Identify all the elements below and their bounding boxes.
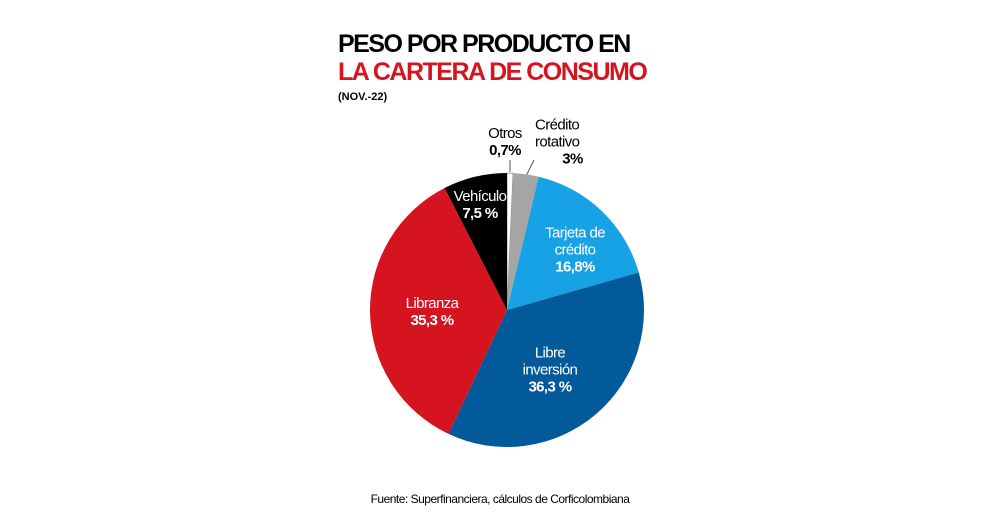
slice-label: Tarjeta de crédito 16,8% [533, 225, 618, 276]
slice-label: Otros 0,7% [475, 125, 535, 159]
pie-slice [506, 172, 514, 311]
value-label: 0,7% [489, 142, 521, 159]
slice-label: Vehículo 7,5 % [435, 188, 525, 222]
category-label: Tarjeta de crédito [545, 224, 605, 259]
category-label: Libre inversión [522, 344, 578, 379]
chart-subtitle: (NOV.-22) [338, 91, 388, 103]
source-note: Fuente: Superfinanciera, cálculos de Cor… [370, 492, 630, 506]
slice-label: Crédito rotativo 3% [535, 117, 610, 168]
value-label: 3% [562, 150, 583, 168]
slice-label: Libranza 35,3 % [382, 295, 482, 329]
pie-slice [369, 188, 507, 434]
category-label: Crédito rotativo [535, 116, 580, 151]
pie-slice [448, 272, 644, 447]
leader-line [525, 159, 535, 177]
chart-title: PESO POR PRODUCTO EN [338, 30, 631, 58]
slice-label: Libre inversión 36,3 % [510, 345, 590, 396]
pie-slice [507, 173, 539, 310]
value-label: 36,3 % [528, 378, 572, 396]
category-label: Libranza [405, 295, 459, 312]
category-label: Otros [488, 125, 522, 142]
value-label: 16,8% [555, 258, 595, 276]
chart-title-highlight: LA CARTERA DE CONSUMO [338, 58, 648, 86]
pie-slice [507, 176, 639, 310]
value-label: 7,5 % [462, 205, 498, 222]
value-label: 35,3 % [410, 312, 454, 329]
pie-slice [444, 173, 507, 310]
category-label: Vehículo [453, 188, 507, 205]
